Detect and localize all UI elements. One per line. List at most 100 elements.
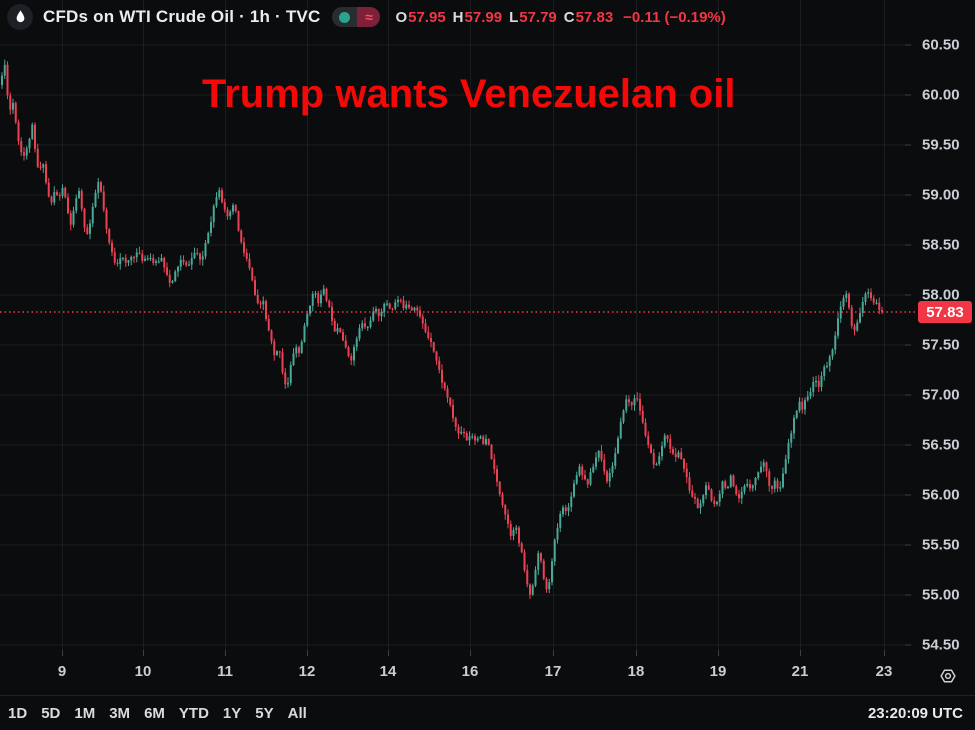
range-button-all[interactable]: All [287, 704, 307, 722]
candle-body [53, 192, 56, 203]
candle-body [493, 459, 496, 470]
candle-body [771, 485, 773, 489]
candle-body [295, 347, 298, 354]
candle-body [113, 252, 116, 263]
chart-canvas[interactable] [0, 0, 975, 695]
candle-body [210, 222, 212, 234]
bottom-toolbar: 1D 5D 1M 3M 6M YTD 1Y 5Y All 23:20:09 UTC [0, 695, 975, 730]
candle-body [383, 303, 386, 312]
candle-body [540, 553, 542, 561]
range-button-3m[interactable]: 3M [109, 704, 131, 722]
candle-body [828, 356, 831, 366]
candle-body [388, 303, 391, 309]
candle-body [575, 475, 578, 484]
time-axis[interactable]: 9 10 11 12 14 16 17 18 19 21 23 [0, 655, 905, 695]
candle-body [446, 388, 449, 398]
candle-body [735, 486, 738, 495]
candle-body [12, 102, 14, 110]
candle-body [850, 307, 853, 326]
candle-body [740, 491, 743, 499]
candle-body [449, 397, 452, 405]
price-axis-label: 59.00 [922, 186, 960, 204]
ohlc-readout: O 57.95 H 57.99 L 57.79 C 57.83 −0.11 (−0.19… [395, 9, 725, 26]
candle-body [537, 553, 540, 570]
time-axis-label: 10 [134, 663, 152, 680]
candle-body [809, 391, 812, 397]
candle-body [39, 166, 42, 169]
price-axis[interactable]: 60.50 60.00 59.50 59.00 58.50 58.00 57.50 57.00… [905, 0, 975, 655]
range-button-6m[interactable]: 6M [144, 704, 165, 722]
candle-body [573, 483, 575, 497]
candle-body [732, 475, 735, 487]
market-open-dot-icon [332, 7, 358, 27]
candle-body [727, 486, 729, 489]
candle-body [127, 260, 130, 263]
open-label: O [395, 8, 408, 26]
candle-body [705, 485, 707, 496]
candle-body [663, 435, 666, 447]
candle-body [441, 369, 443, 383]
candle-body [408, 304, 410, 308]
range-button-5y[interactable]: 5Y [255, 704, 274, 722]
range-button-5d[interactable]: 5D [41, 704, 61, 722]
candle-body [782, 473, 784, 488]
candle-body [608, 472, 611, 482]
candle-body [67, 197, 69, 214]
candle-body [358, 328, 361, 339]
candle-body [364, 323, 366, 327]
candle-body [174, 271, 177, 282]
candle-body [133, 256, 135, 259]
candle-body [278, 351, 281, 353]
candle-body [152, 257, 155, 263]
candle-body [564, 507, 567, 512]
candle-body [826, 365, 828, 368]
candle-body [20, 141, 23, 153]
candle-body [182, 259, 185, 263]
candle-body [815, 380, 817, 383]
candle-body [72, 210, 75, 225]
candle-body [515, 527, 518, 530]
candle-body [454, 418, 457, 428]
candle-body [223, 202, 226, 210]
clock-timezone-button[interactable]: 23:20:09 UTC [867, 704, 963, 722]
candle-body [237, 211, 240, 231]
candle-body [212, 205, 215, 223]
candle-body [655, 463, 658, 466]
candle-body [300, 341, 303, 353]
price-axis-label: 57.00 [922, 386, 960, 404]
candle-body [105, 209, 108, 230]
candle-body [419, 310, 421, 317]
candle-body [793, 417, 795, 434]
candle-body [292, 353, 295, 366]
candle-body [531, 585, 534, 595]
candle-body [1, 75, 3, 85]
candle-body [460, 431, 463, 434]
candle-body [28, 138, 31, 149]
candle-body [760, 466, 762, 473]
candle-body [168, 274, 171, 283]
candle-body [845, 293, 848, 299]
range-button-ytd[interactable]: YTD [178, 704, 209, 722]
candle-body [520, 543, 523, 553]
candle-body [551, 561, 553, 583]
candle-body [432, 342, 435, 352]
candle-body [23, 152, 25, 156]
range-button-1m[interactable]: 1M [74, 704, 96, 722]
range-button-1d[interactable]: 1D [8, 704, 28, 722]
price-axis-label: 56.50 [922, 436, 960, 454]
change-value: −0.11 (−0.19%) [623, 8, 726, 26]
candle-body [287, 383, 289, 385]
candle-body [746, 484, 749, 486]
candle-body [97, 182, 100, 193]
candle-body [171, 281, 174, 283]
candle-body [177, 266, 179, 272]
candle-body [111, 242, 113, 253]
axis-settings-button[interactable] [932, 663, 964, 689]
range-button-1y[interactable]: 1Y [222, 704, 242, 722]
candle-body [713, 500, 716, 505]
market-status-badge[interactable]: ≈ [332, 7, 381, 27]
candle-body [496, 469, 498, 482]
candle-body [619, 421, 622, 439]
close-label: C [563, 8, 575, 26]
candle-body [570, 496, 573, 508]
